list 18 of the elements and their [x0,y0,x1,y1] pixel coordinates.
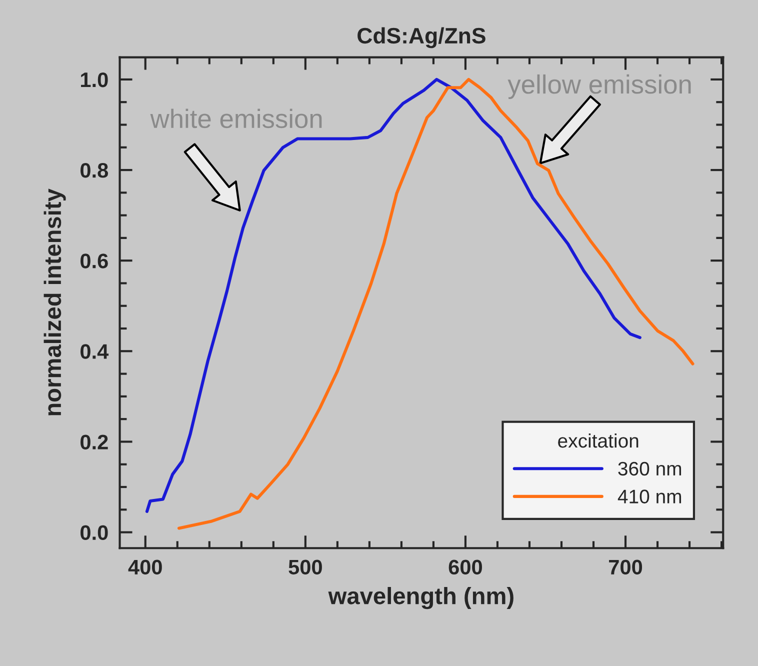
x-tick-label: 700 [609,560,642,575]
legend-label: 410 nm [618,490,682,504]
x-tick-label: 500 [288,560,322,575]
x-tick-label: 400 [128,560,162,575]
x-axis-title: wavelength (nm) [328,586,514,610]
annotation: yellow emission [508,74,691,100]
y-tick-label: 0.0 [80,525,108,540]
y-tick-label: 0.8 [80,163,108,178]
legend-label: 360 nm [618,462,682,476]
legend-title: excitation [558,433,638,448]
y-tick-label: 0.2 [80,434,108,450]
y-tick-label: 0.6 [80,254,108,268]
annotation: white emission [150,108,322,128]
chart-title: CdS:Ag/ZnS [358,27,486,48]
y-tick-label: 0.4 [80,344,109,359]
y-axis-title: normalized intensity [44,188,66,416]
y-tick-label: 1.0 [81,72,108,88]
x-tick-label: 600 [448,560,482,575]
